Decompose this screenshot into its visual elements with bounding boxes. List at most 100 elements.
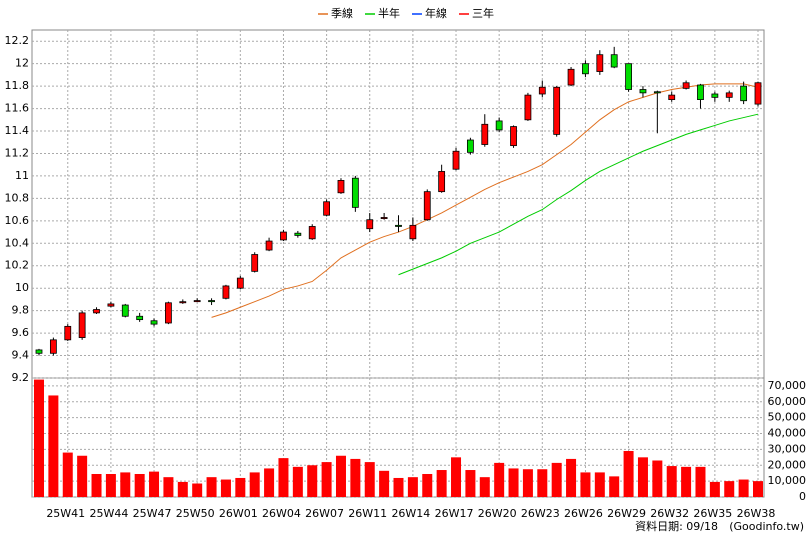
candle-body [165,302,172,324]
volume-bar [508,468,519,497]
candle-body [625,63,632,90]
x-tick-label: 26W38 [737,507,776,520]
footer-source: (Goodinfo.tw) [729,520,804,533]
candle-body [179,301,187,304]
volume-bar [666,466,677,497]
candle-body [466,139,474,153]
volume-bar [407,477,418,497]
volume-bar [163,477,174,497]
volume-bar [652,460,663,497]
candle-body [35,349,43,354]
volume-bar [220,479,231,497]
candle-body [668,94,676,101]
candle-body [510,126,517,147]
x-tick-label: 26W07 [305,507,344,520]
x-tick-label: 26W17 [435,507,474,520]
y-tick-label: 12.2 [5,34,30,47]
candle-body [596,54,604,72]
legend-label: 三年 [472,6,494,20]
volume-bar [321,462,332,497]
y2-tick-label: 60,000 [768,395,807,408]
volume-bar [105,473,116,497]
candle-body [294,232,302,236]
legend-label: 年線 [425,6,447,20]
plot-frame [31,29,765,498]
volume-bar [393,477,404,497]
footer-date: 資料日期: 09/18 [635,519,718,533]
candle-body [524,94,532,121]
volume-bar [91,473,102,497]
y2-tick-label: 30,000 [768,442,807,455]
candle-body [366,219,374,230]
candle-body [222,285,230,299]
y2-tick-label: 70,000 [768,379,807,392]
volume-bar [623,450,634,497]
y2-tick-label: 0 [799,490,806,503]
volume-bar [494,462,505,497]
volume-bar [724,481,735,497]
x-tick-label: 25W47 [133,507,172,520]
y-tick-label: 9.2 [12,371,30,384]
candle-body [495,120,503,131]
candle-body [150,320,158,325]
volume-bar [594,472,605,497]
candle-body [265,240,273,251]
candle-body [682,82,690,89]
y-tick-label: 10.2 [5,259,30,272]
candle-body [610,54,618,68]
volume-bar [364,462,375,497]
candle-body [452,150,460,170]
y-tick-label: 9.8 [12,304,30,317]
candle-body [121,304,129,317]
volume-bar [235,477,246,497]
x-tick-label: 26W01 [219,507,258,520]
volume-bar [134,473,145,497]
candle-body [553,86,561,135]
volume-bar [192,483,203,497]
volume-bar [465,470,476,497]
candle-body [423,191,431,221]
candle-body [64,325,72,341]
candle-body [107,303,115,307]
candle-body [49,339,57,354]
volume-bar [637,457,648,497]
x-tick-label: 26W35 [693,507,732,520]
candle-body [582,63,589,75]
x-tick-label: 26W23 [521,507,560,520]
y-tick-label: 10.8 [5,191,30,204]
candle-body [711,93,719,98]
candle-body [395,224,402,227]
candle-body [538,86,546,95]
y2-tick-label: 50,000 [768,411,807,424]
volume-bar [264,468,275,497]
volume-bar [34,379,44,497]
y2-tick-label: 10,000 [768,474,807,487]
y2-tick-label: 20,000 [768,458,807,471]
volume-bar [350,458,361,497]
volume-bar [77,455,88,497]
ma-line [398,113,759,276]
y-tick-label: 10.6 [5,214,30,227]
candle-body [193,300,201,303]
candle-body [409,224,417,240]
volume-bar [278,458,289,497]
x-tick-label: 26W32 [650,507,689,520]
x-tick-label: 26W04 [262,507,301,520]
candle-body [754,82,762,105]
candle-body [208,300,215,303]
y-tick-label: 11.6 [5,102,30,115]
y-tick-label: 11.8 [5,79,30,92]
volume-bar [206,477,217,497]
x-tick-label: 25W44 [89,507,128,520]
x-tick-label: 26W14 [391,507,430,520]
y-tick-label: 11 [15,169,29,182]
candle-body [308,226,316,240]
volume-bar [379,470,390,497]
volume-bar [551,462,562,497]
volume-bar [62,452,73,497]
candle-body [740,85,748,102]
candle-body [93,309,100,314]
y2-tick-label: 40,000 [768,427,807,440]
volume-bar [292,466,303,497]
